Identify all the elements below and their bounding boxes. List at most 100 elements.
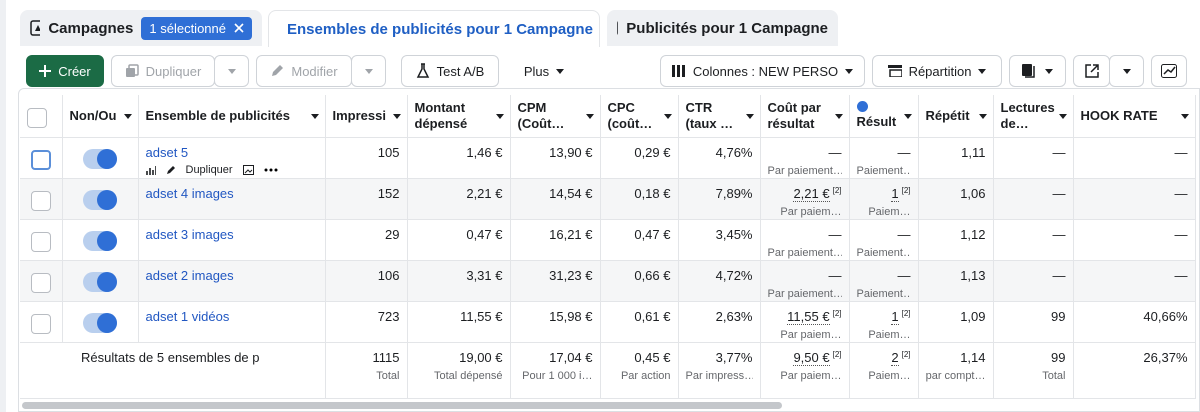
- adsets-table: Non/Ou Ensemble de publicités Impressi Mont…: [20, 95, 1196, 399]
- toggle[interactable]: [83, 230, 117, 251]
- cell-subtitle: Par action: [620, 369, 671, 382]
- ab-test-button[interactable]: Test A/B: [401, 55, 499, 87]
- cell: 1,13: [918, 260, 994, 302]
- cell-value: 9,50 €: [793, 349, 830, 366]
- cell-subtitle: Paiement…: [856, 246, 911, 259]
- checkbox[interactable]: [30, 190, 51, 211]
- edit-button[interactable]: Modifier: [256, 55, 352, 87]
- cell: 1,09: [918, 301, 994, 343]
- header-row: Non/Ou Ensemble de publicités Impressi Mont…: [20, 95, 1196, 138]
- cell-value: 2,21 €: [466, 185, 503, 201]
- adset-name[interactable]: adset 1 vidéos: [145, 308, 230, 324]
- header-label: CPM (Coût…: [517, 99, 565, 131]
- header-cell[interactable]: CTR (taux …: [678, 95, 761, 138]
- header-cell[interactable]: Résult: [849, 95, 919, 138]
- tab-ads[interactable]: Publicités pour 1 Campagne: [607, 10, 838, 46]
- cell: 0,45 € Par action: [600, 342, 679, 399]
- cell-value: —: [897, 267, 911, 283]
- sort-caret: [978, 114, 987, 119]
- pencil-icon: [272, 65, 284, 76]
- columns-button[interactable]: Colonnes : NEW PERSO: [660, 55, 865, 87]
- header-cell[interactable]: Lectures de…: [993, 95, 1074, 138]
- checkbox[interactable]: [27, 108, 47, 129]
- cell: 4,76%: [678, 137, 761, 179]
- cell-value: 0,47 €: [466, 226, 503, 242]
- checkbox[interactable]: [30, 272, 51, 293]
- cell: 11,55 €: [407, 301, 511, 343]
- duplicate-button[interactable]: Dupliquer: [111, 55, 215, 87]
- cell-value-line: 1,14: [926, 350, 985, 365]
- cell-value: —: [897, 226, 911, 242]
- header-cell[interactable]: Non/Ou: [62, 95, 139, 138]
- header-cell[interactable]: HOOK RATE: [1073, 95, 1196, 138]
- cell: 0,47 €: [600, 219, 679, 261]
- cell: —: [993, 260, 1074, 302]
- breakdown-button[interactable]: Répartition: [872, 55, 1002, 87]
- checkbox[interactable]: [30, 231, 51, 252]
- header-cell[interactable]: CPM (Coût…: [510, 95, 601, 138]
- sort-caret: [745, 114, 754, 119]
- cell-value: —: [828, 144, 842, 160]
- header-cell[interactable]: Montant dépensé: [407, 95, 511, 138]
- adset-name[interactable]: adset 5: [145, 144, 189, 160]
- reports-button[interactable]: [1009, 55, 1066, 87]
- export-button[interactable]: [1073, 55, 1110, 87]
- adset-name[interactable]: adset 2 images: [145, 267, 234, 283]
- cell: 19,00 € Total dépensé: [407, 342, 511, 399]
- toggle[interactable]: [83, 271, 117, 292]
- cell-value: 3,45%: [715, 226, 753, 242]
- header-cell[interactable]: Ensemble de publicités: [138, 95, 326, 138]
- cell: 17,04 € Pour 1 000 i…: [510, 342, 601, 399]
- cell-value: 17,04 €: [549, 349, 593, 365]
- cell-value: —: [1052, 267, 1066, 283]
- stats-icon[interactable]: [145, 165, 156, 175]
- header-cell[interactable]: CPC (coût…: [600, 95, 679, 138]
- header-cell[interactable]: Coût par résultat: [760, 95, 850, 138]
- duplicate-menu[interactable]: [214, 55, 249, 87]
- edit-menu[interactable]: [351, 55, 386, 87]
- chart-button[interactable]: [1151, 55, 1187, 87]
- sort-caret: [1180, 114, 1189, 119]
- header-label: Non/Ou: [69, 107, 117, 123]
- cell: —: [993, 137, 1074, 179]
- adset-name[interactable]: adset 4 images: [145, 185, 234, 201]
- cell-value: —: [828, 226, 842, 242]
- checkbox[interactable]: [30, 313, 51, 334]
- cell: 13,90 €: [510, 137, 601, 179]
- edit-icon[interactable]: [166, 165, 176, 175]
- button-label: Répartition: [908, 63, 972, 79]
- adset-name[interactable]: adset 3 images: [145, 226, 234, 242]
- duplicate-action[interactable]: Dupliquer: [185, 163, 233, 176]
- cell-value: 15,98 €: [549, 308, 593, 324]
- cell-value: 14,54 €: [549, 185, 593, 201]
- toggle[interactable]: [83, 148, 117, 169]
- header-cell[interactable]: Répétit: [918, 95, 994, 138]
- cell: 0,66 €: [600, 260, 679, 302]
- cell: adset 4 images: [138, 178, 326, 220]
- create-button[interactable]: Créer: [26, 55, 104, 87]
- cell-subtitle: Paiem…: [868, 328, 911, 341]
- adset-row: adset 5 Dupliquer 105 1,46 € 13,90 € 0,29 € 4,…: [20, 137, 1196, 179]
- toggle[interactable]: [83, 189, 117, 210]
- header-label: Répétit: [925, 107, 970, 123]
- info-icon: [856, 101, 868, 113]
- header-cell[interactable]: Impressi: [325, 95, 408, 138]
- cell-value: —: [1174, 185, 1188, 201]
- export-menu[interactable]: [1109, 55, 1144, 87]
- toggle[interactable]: [83, 312, 117, 333]
- checkbox[interactable]: [30, 149, 51, 170]
- horizontal-scrollbar[interactable]: [22, 402, 782, 409]
- selection-badge[interactable]: 1 sélectionné: [141, 16, 252, 40]
- more-icon[interactable]: [264, 168, 278, 172]
- tab-campaigns[interactable]: Campagnes 1 sélectionné: [20, 10, 262, 46]
- more-button[interactable]: Plus: [506, 55, 582, 87]
- cell-value: 152: [377, 185, 400, 201]
- cell: 1,06: [918, 178, 994, 220]
- cell-value: —: [897, 144, 911, 160]
- cell: 26,37%: [1073, 342, 1196, 399]
- cell: 106: [325, 260, 408, 302]
- adset-row: adset 4 images 152 2,21 € 14,54 € 0,18 € 7,89…: [20, 178, 1196, 220]
- preview-icon[interactable]: [242, 164, 254, 175]
- tab-adsets[interactable]: Ensembles de publicités pour 1 Campagne: [268, 10, 600, 47]
- cell-note: [2]: [901, 349, 911, 359]
